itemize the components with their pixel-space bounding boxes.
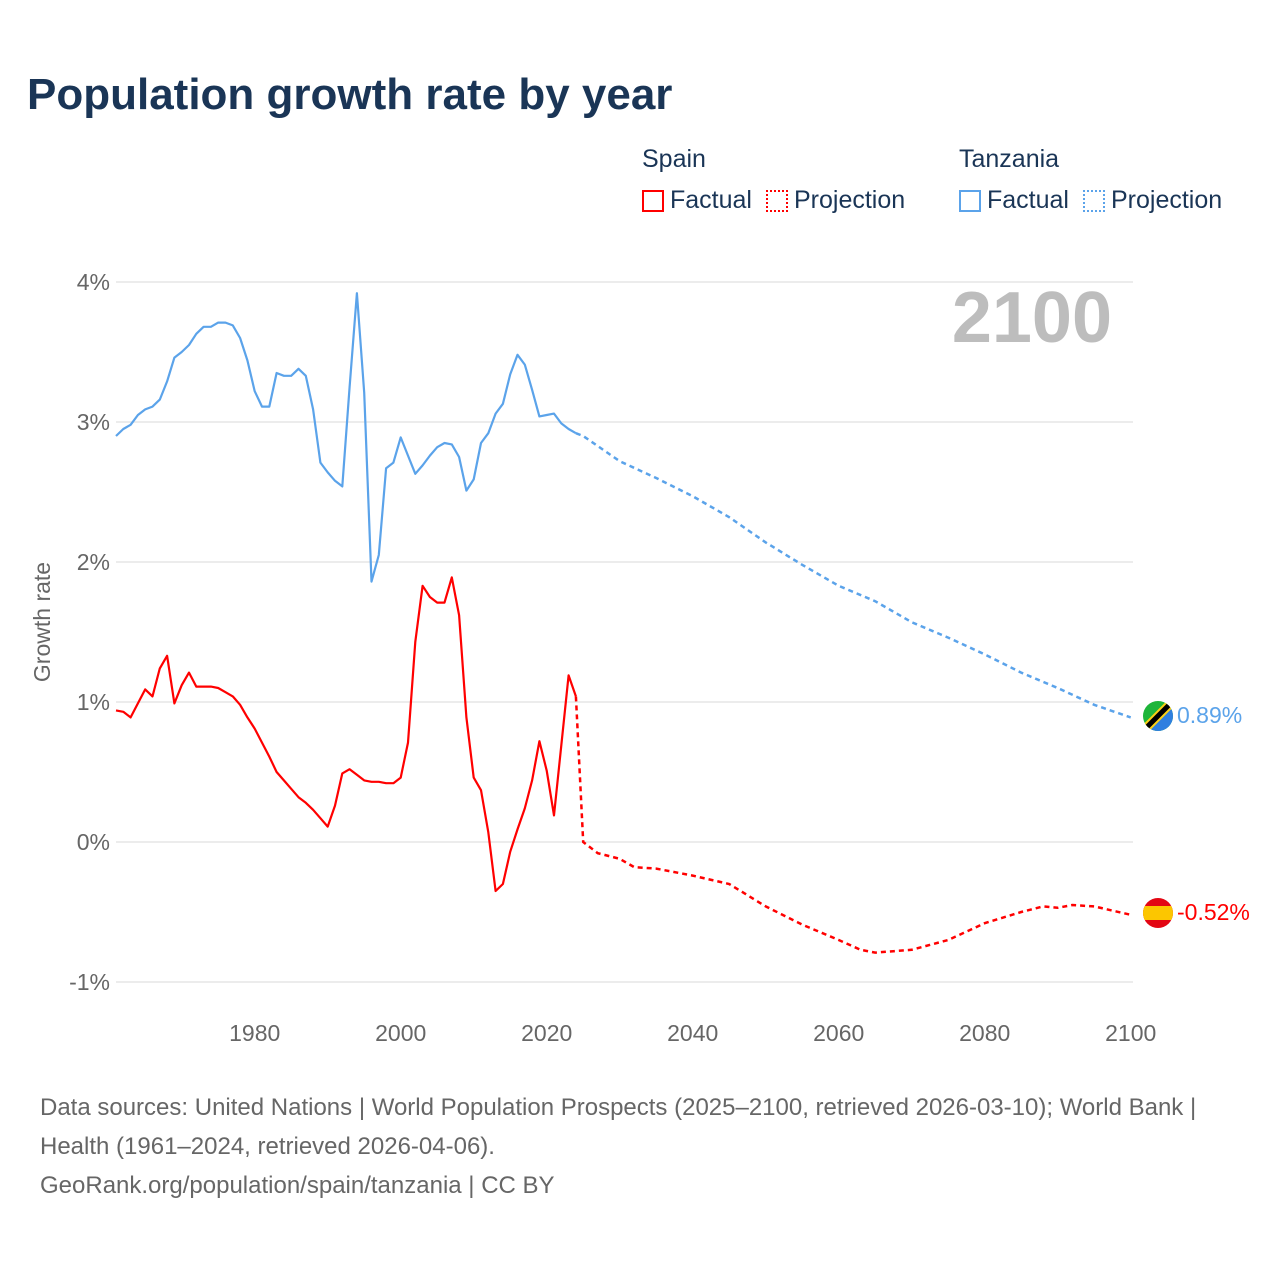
data-sources: Data sources: United Nations | World Pop… bbox=[40, 1094, 1197, 1160]
legend-swatch-solid bbox=[642, 189, 664, 212]
spain-projection-line bbox=[574, 696, 1131, 954]
legend-tanzania: Tanzania Factual Projection bbox=[959, 145, 1236, 219]
spain-end-label: -0.52% bbox=[1177, 899, 1250, 925]
legend-swatch-solid bbox=[959, 189, 981, 212]
y-tick-label: 2% bbox=[77, 549, 110, 575]
tanzania-factual-line bbox=[115, 292, 577, 583]
x-tick-label: 2020 bbox=[521, 1020, 572, 1046]
legend-label: Projection bbox=[1110, 186, 1223, 214]
y-tick-label: 4% bbox=[77, 269, 110, 295]
tanzania-projection-line bbox=[575, 432, 1132, 719]
legend-spain-projection[interactable]: Projection bbox=[765, 186, 906, 215]
chart-title: Population growth rate by year bbox=[27, 70, 673, 119]
y-tick-label: 1% bbox=[77, 689, 110, 715]
legend-label: Factual bbox=[987, 186, 1069, 214]
y-tick-label: 0% bbox=[77, 829, 110, 855]
legend-swatch-dotted bbox=[1082, 189, 1105, 212]
x-tick-label: 2040 bbox=[667, 1020, 718, 1046]
tanzania-end-label: 0.89% bbox=[1177, 702, 1242, 728]
legend-swatch-dotted bbox=[765, 189, 788, 212]
x-tick-label: 2080 bbox=[959, 1020, 1010, 1046]
legend-tanzania-name: Tanzania bbox=[959, 145, 1060, 173]
y-tick-label: 3% bbox=[77, 409, 110, 435]
spain-flag-icon bbox=[1143, 898, 1173, 928]
legend-tanzania-factual[interactable]: Factual bbox=[959, 186, 1069, 215]
credit-link[interactable]: GeoRank.org/population/spain/tanzania | … bbox=[40, 1172, 555, 1199]
y-tick-label: -1% bbox=[69, 969, 110, 995]
legend-spain: Spain Factual Projection bbox=[642, 145, 919, 219]
legend-label: Projection bbox=[793, 186, 906, 214]
y-axis-label: Growth rate bbox=[29, 562, 55, 682]
year-watermark: 2100 bbox=[952, 278, 1112, 358]
legend-spain-factual[interactable]: Factual bbox=[642, 186, 752, 215]
legend-spain-name: Spain bbox=[642, 145, 706, 173]
plot-area: 2100 Growth rate -1% 0% 1% 2% 3% 4% 1980 2000 20… bbox=[29, 269, 1250, 1046]
spain-factual-line bbox=[115, 576, 577, 893]
x-tick-label: 2060 bbox=[813, 1020, 864, 1046]
x-tick-label: 1980 bbox=[229, 1020, 280, 1046]
footer: Data sources: United Nations | World Pop… bbox=[40, 1088, 1240, 1205]
tanzania-flag-icon bbox=[1143, 701, 1173, 731]
x-tick-label: 2000 bbox=[375, 1020, 426, 1046]
legend-label: Factual bbox=[670, 186, 752, 214]
legend-tanzania-projection[interactable]: Projection bbox=[1082, 186, 1223, 215]
x-tick-label: 2100 bbox=[1105, 1020, 1156, 1046]
